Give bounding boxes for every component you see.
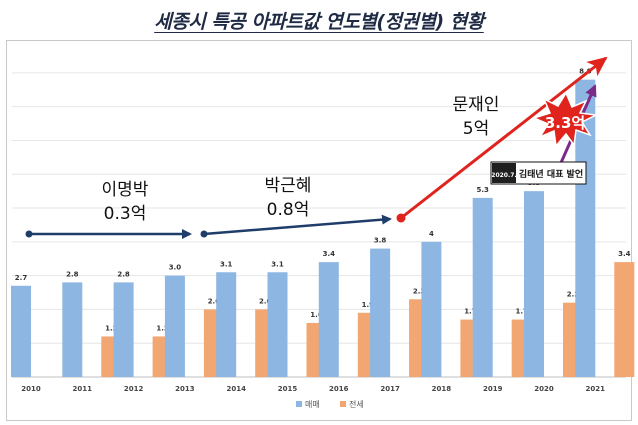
bar-maemae: [318, 262, 339, 377]
lee-amount: 0.3억: [104, 204, 147, 224]
x-tick-label: 2018: [432, 385, 452, 393]
data-label-maemae: 3.0: [169, 264, 182, 272]
data-label-maemae: 4: [429, 230, 434, 238]
data-label-jeonse: 1.7: [515, 308, 528, 316]
chart-title: 세종시 특공 아파트값 연도별(정권별) 현황: [154, 10, 484, 33]
bars-layer: 2.7 2010 2.8 1.2 2011 2.8 1.2 2012 3.0 2.0 2013 3.1…: [11, 68, 635, 393]
callout-date: 2020.7.: [491, 172, 516, 179]
bar-maemae: [267, 272, 288, 377]
data-label-maemae: 3.1: [271, 260, 284, 268]
x-tick-label: 2020: [534, 385, 554, 393]
park-amount: 0.8억: [267, 200, 310, 220]
data-label-maemae: 3.4: [323, 250, 336, 258]
data-label-jeonse: 2.0: [259, 297, 272, 305]
data-label-jeonse: 2.2: [567, 291, 580, 299]
bar-maemae: [11, 285, 31, 377]
burst-shape: [531, 91, 599, 148]
bar-maemae: [370, 248, 391, 377]
data-label-maemae: 5.3: [476, 186, 489, 194]
legend-swatch: [340, 401, 346, 407]
x-tick-label: 2012: [124, 385, 144, 393]
x-tick-label: 2010: [21, 385, 41, 393]
bar-maemae: [164, 275, 185, 377]
bar-maemae: [472, 197, 493, 377]
data-label-jeonse: 1.9: [362, 301, 375, 309]
x-tick-label: 2014: [226, 385, 246, 393]
data-label-jeonse: 3.4: [618, 250, 631, 258]
title-bar: 세종시 특공 아파트값 연도별(정권별) 현황: [0, 0, 638, 40]
data-label-jeonse: 2.0: [208, 297, 221, 305]
annotation-layer: 이명박 0.3억 박근혜 0.8억 문재인 5억 3.3억 2020.7. 김태…: [25, 56, 608, 239]
data-label-jeonse: 1.6: [310, 311, 323, 319]
data-label-maemae: 3.1: [220, 260, 233, 268]
data-label-maemae: 8.8: [579, 68, 592, 76]
x-tick-label: 2013: [175, 385, 195, 393]
callout-date-bg: [492, 163, 516, 183]
data-label-maemae: 2.8: [66, 270, 79, 278]
x-tick-label: 2021: [586, 385, 606, 393]
bar-maemae: [575, 79, 596, 377]
x-tick-label: 2016: [329, 385, 349, 393]
bar-maemae: [524, 191, 544, 377]
x-tick-label: 2015: [278, 385, 298, 393]
data-label-maemae: 2.8: [117, 270, 130, 278]
bar-maemae: [62, 282, 83, 377]
data-label-maemae: 3.8: [374, 237, 387, 245]
burst-label: 3.3억: [545, 114, 585, 132]
bar-maemae: [216, 272, 237, 377]
legend-label: 전세: [349, 399, 364, 409]
bar-maemae: [113, 282, 134, 377]
callout-text: 김태년 대표 발언: [519, 168, 583, 180]
data-label-jeonse: 1.2: [156, 324, 169, 332]
x-tick-label: 2017: [380, 385, 400, 393]
bar-jeonse: [614, 262, 635, 377]
park-arrow: [203, 214, 392, 236]
legend-swatch: [296, 401, 302, 407]
legend-label: 매매: [305, 400, 320, 409]
park-name: 박근혜: [265, 176, 312, 196]
moon-arrow: [400, 56, 608, 220]
lee-name: 이명박: [102, 180, 149, 200]
data-label-jeonse: 2.3: [413, 287, 426, 295]
moon-amount: 5억: [463, 119, 489, 139]
legend: 매매 전세: [296, 399, 364, 409]
data-label-maemae: 2.7: [15, 274, 28, 282]
bar-maemae: [421, 241, 442, 377]
data-label-jeonse: 1.2: [105, 324, 118, 332]
data-label-jeonse: 1.7: [464, 308, 477, 316]
x-tick-label: 2019: [483, 385, 503, 393]
moon-name: 문재인: [453, 95, 500, 115]
x-tick-label: 2011: [73, 385, 93, 393]
